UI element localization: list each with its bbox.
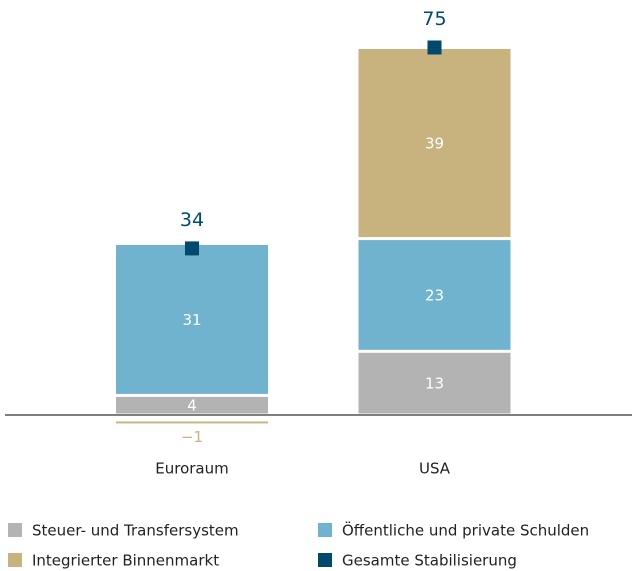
bar-segment	[116, 421, 268, 424]
legend-label: Gesamte Stabilisierung	[342, 552, 517, 570]
total-label: 75	[422, 8, 446, 30]
value-label: 4	[187, 397, 197, 415]
value-label: 13	[425, 375, 444, 393]
legend-swatch	[8, 523, 22, 537]
bar-segment	[358, 240, 511, 350]
bar-segment	[358, 49, 511, 238]
x-tick-label: Euroraum	[155, 460, 228, 478]
value-label: −1	[181, 428, 203, 446]
value-label: 31	[182, 311, 201, 329]
legend-label: Öffentliche und private Schulden	[342, 521, 589, 540]
x-tick-label: USA	[419, 460, 451, 478]
bar-segment	[116, 396, 268, 414]
value-label: 39	[425, 135, 444, 153]
legend-swatch	[318, 553, 332, 567]
legend-swatch	[318, 523, 332, 537]
legend-swatch	[8, 553, 22, 567]
value-label: 23	[425, 286, 444, 304]
bar-segment	[116, 245, 268, 394]
bar-segment	[358, 352, 511, 414]
total-label: 34	[180, 209, 204, 231]
legend-label: Steuer- und Transfersystem	[32, 522, 239, 540]
total-marker	[185, 241, 199, 256]
total-marker	[427, 40, 442, 55]
legend-label: Integrierter Binnenmarkt	[32, 552, 219, 570]
